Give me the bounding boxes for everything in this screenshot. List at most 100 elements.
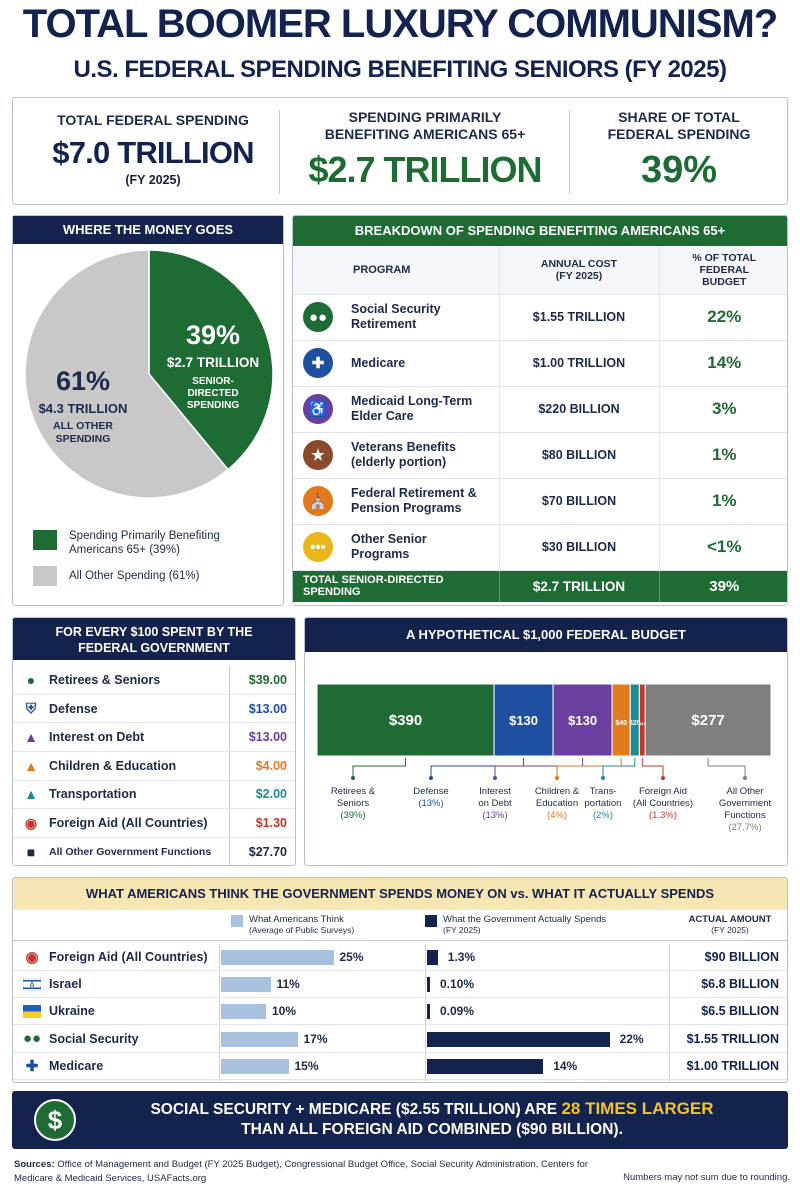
actual-bar <box>427 1004 430 1020</box>
medical-cross-icon: ✚ <box>25 1057 39 1075</box>
share-stat: SHARE OF TOTAL FEDERAL SPENDING 39% <box>579 98 779 206</box>
per100-label: Children & Education <box>49 758 177 773</box>
compare-icon: ✚ <box>21 1056 43 1076</box>
legend-think-label: What Americans Think <box>249 914 344 925</box>
actual-value: 1.3% <box>447 950 476 964</box>
budget-connector <box>494 758 584 778</box>
per100-value: $13.00 <box>248 701 287 716</box>
per100-row: ▲ Transportation $2.00 <box>13 780 295 810</box>
program-cost: $1.55 TRILLION <box>498 294 659 341</box>
program-name: Other Senior Programs <box>351 532 427 561</box>
budget-label: Children & <box>535 786 580 797</box>
actual-bar <box>427 977 430 993</box>
globe-icon: ◉ <box>24 814 38 831</box>
per100-row: ▲ Children & Education $4.00 <box>13 752 295 781</box>
per100-value: $1.30 <box>255 816 287 830</box>
budget-segment <box>638 683 646 757</box>
budget-label: portation <box>585 798 622 809</box>
program-cell: ★ Veterans Benefits (elderly portion) <box>293 432 499 479</box>
program-cell: ••• Other Senior Programs <box>293 524 499 571</box>
think-bar <box>221 1004 266 1020</box>
program-cost: $30 BILLION <box>498 524 659 571</box>
total-spending-note: (FY 2025) <box>125 173 181 187</box>
budget-connector <box>352 758 407 778</box>
pie-slice <box>148 249 274 471</box>
pie-other-desc: ALL OTHER SPENDING <box>53 420 113 445</box>
budget-connector <box>641 758 664 778</box>
program-cell: ♿ Medicaid Long-Term Elder Care <box>293 386 499 433</box>
program-pct: 1% <box>658 432 787 479</box>
budget-connector-dot <box>743 776 747 780</box>
budget-segment-value: $130 <box>568 713 597 728</box>
seniors-spending-label: SPENDING PRIMARILY BENEFITING AMERICANS … <box>324 109 526 142</box>
dots-icon: ••• <box>303 532 333 562</box>
compare-icon: ●● <box>21 1029 43 1049</box>
total-label: TOTAL SENIOR-DIRECTED SPENDING <box>303 574 444 599</box>
compare-divider <box>669 944 670 1082</box>
per100-row: ● Retirees & Seniors $39.00 <box>13 666 295 695</box>
budget-label: All Other <box>727 786 764 797</box>
budget-label-pct: (13%) <box>418 798 443 809</box>
callout-line1: SOCIAL SECURITY + MEDICARE ($2.55 TRILLI… <box>150 1101 558 1118</box>
budget-label: Defense <box>413 786 448 797</box>
people-icon: ●● <box>22 1030 42 1048</box>
compare-row: ◉ Foreign Aid (All Countries) 25% 1.3% $90 B… <box>13 944 787 971</box>
budget-label: Retirees & <box>331 786 376 797</box>
page-title: TOTAL BOOMER LUXURY COMMUNISM? <box>22 2 778 46</box>
pie-panel: WHERE THE MONEY GOES 39% $2.7 TRILLION S… <box>12 215 284 606</box>
budget-segment-value: $390 <box>389 712 422 729</box>
compare-row: Israel 11% 0.10% $6.8 BILLION <box>13 971 787 999</box>
compare-category: Israel <box>49 977 82 992</box>
people-icon: ●● <box>303 302 333 332</box>
actual-value: 0.09% <box>440 1004 475 1019</box>
budget-segment <box>316 683 495 757</box>
budget-label: (All Countries) <box>633 798 693 809</box>
breakdown-panel: BREAKDOWN OF SPENDING BENEFITING AMERICA… <box>292 215 788 606</box>
program-cost: $1.00 TRILLION <box>498 340 659 387</box>
budget-segment-value: $130 <box>509 713 538 728</box>
sources-label: Sources: <box>14 1159 55 1170</box>
breakdown-total-row: TOTAL SENIOR-DIRECTED SPENDING $2.7 TRIL… <box>293 570 787 602</box>
total-spending-stat: TOTAL FEDERAL SPENDING $7.0 TRILLION (FY… <box>23 98 283 206</box>
capitol-icon: ⛪ <box>303 486 333 516</box>
pie-other-pct: 61% <box>55 366 111 396</box>
budget-connector-dot <box>555 776 559 780</box>
budget-connector-dot <box>493 776 497 780</box>
compare-row: ●● Social Security 17% 22% $1.55 TRILLION <box>13 1026 787 1053</box>
think-value: 10% <box>272 1004 297 1019</box>
actual-bar <box>427 1058 544 1074</box>
per100-row: ▲ Interest on Debt $13.00 <box>13 723 295 752</box>
breakdown-row: ⛪ Federal Retirement & Pension Programs $7… <box>293 478 787 525</box>
budget-segment <box>644 683 772 757</box>
breakdown-row: ✚ Medicare $1.00 TRILLION 14% <box>293 340 787 387</box>
pie-senior-desc: SENIOR-DIRECTED SPENDING <box>186 376 240 411</box>
actual-amount: $1.55 TRILLION <box>686 1031 779 1046</box>
per100-row: ⛨ Defense $13.00 <box>13 695 295 724</box>
per100-label: All Other Government Functions <box>49 845 212 858</box>
actual-amount-label: ACTUAL AMOUNT <box>688 914 772 925</box>
compare-icon <box>21 974 43 994</box>
program-pct: 22% <box>658 294 787 341</box>
legend-actual-note: (FY 2025) <box>443 925 481 935</box>
compare-row: ✚ Medicare 15% 14% $1.00 TRILLION <box>13 1053 787 1080</box>
actual-amount: $1.00 TRILLION <box>686 1058 779 1073</box>
col-cost-header: ANNUAL COST (FY 2025) <box>498 246 659 295</box>
actual-value: 14% <box>553 1058 578 1073</box>
compare-icon <box>21 1001 43 1021</box>
budget-segment-value: $13 <box>639 721 646 726</box>
medical-cross-icon: ✚ <box>303 348 333 378</box>
budget-label: Functions <box>724 810 765 821</box>
budget-connector <box>430 758 525 778</box>
per100-header: FOR EVERY $100 SPENT BY THE FEDERAL GOVE… <box>13 618 295 660</box>
per100-row: ■ All Other Government Functions $27.70 <box>13 838 295 865</box>
compare-divider <box>219 944 220 1082</box>
program-pct: 14% <box>658 340 787 387</box>
budget-connector <box>707 758 746 778</box>
pie-senior-amount: $2.7 TRILLION <box>166 355 260 370</box>
budget-header: A HYPOTHETICAL $1,000 FEDERAL BUDGET <box>305 618 787 652</box>
think-value: 15% <box>294 1058 319 1073</box>
per100-panel: FOR EVERY $100 SPENT BY THE FEDERAL GOVE… <box>12 617 296 866</box>
program-pct: <1% <box>658 524 787 571</box>
budget-connector <box>556 758 622 778</box>
pie-header: WHERE THE MONEY GOES <box>13 216 283 244</box>
